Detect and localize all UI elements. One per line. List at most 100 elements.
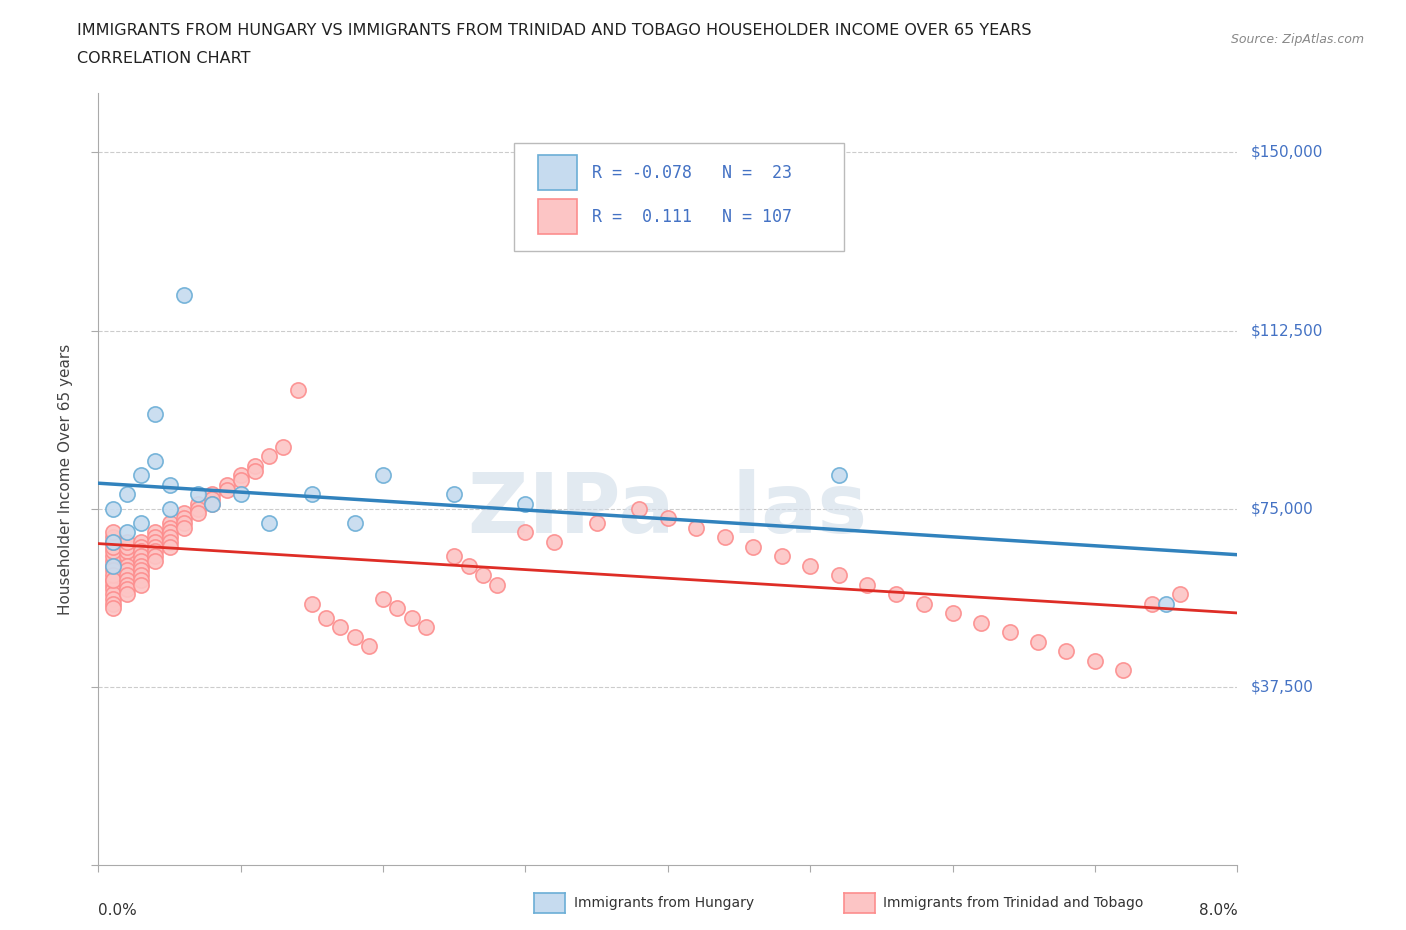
Point	[799, 558, 821, 573]
Point	[486, 578, 509, 592]
Point	[101, 587, 124, 602]
Point	[129, 515, 152, 530]
Point	[685, 520, 707, 535]
FancyBboxPatch shape	[538, 154, 576, 191]
Point	[387, 601, 409, 616]
Point	[1084, 653, 1107, 668]
Point	[415, 620, 437, 635]
Text: R = -0.078   N =  23: R = -0.078 N = 23	[592, 164, 792, 181]
Point	[998, 625, 1021, 640]
Point	[115, 587, 138, 602]
Text: $75,000: $75,000	[1251, 501, 1315, 516]
Point	[115, 549, 138, 564]
FancyBboxPatch shape	[538, 199, 576, 234]
Point	[243, 463, 266, 478]
Point	[115, 563, 138, 578]
Point	[343, 515, 366, 530]
Point	[129, 573, 152, 588]
Text: $37,500: $37,500	[1251, 679, 1315, 695]
Point	[129, 539, 152, 554]
Point	[159, 515, 181, 530]
Point	[101, 578, 124, 592]
Point	[101, 558, 124, 573]
Point	[243, 458, 266, 473]
Point	[101, 601, 124, 616]
Point	[159, 501, 181, 516]
Point	[585, 515, 607, 530]
FancyBboxPatch shape	[515, 143, 845, 251]
Point	[129, 468, 152, 483]
Text: Source: ZipAtlas.com: Source: ZipAtlas.com	[1230, 33, 1364, 46]
Point	[173, 511, 195, 525]
Point	[173, 506, 195, 521]
Point	[515, 497, 537, 512]
Text: R =  0.111   N = 107: R = 0.111 N = 107	[592, 207, 792, 225]
Point	[401, 610, 423, 625]
Point	[115, 578, 138, 592]
Point	[201, 492, 224, 507]
Point	[145, 539, 167, 554]
Point	[145, 544, 167, 559]
Point	[115, 573, 138, 588]
Point	[115, 582, 138, 597]
Point	[657, 511, 679, 525]
Point	[101, 501, 124, 516]
Point	[129, 544, 152, 559]
Point	[101, 573, 124, 588]
Point	[942, 605, 965, 620]
Point	[101, 539, 124, 554]
Y-axis label: Householder Income Over 65 years: Householder Income Over 65 years	[59, 343, 73, 615]
Point	[101, 591, 124, 606]
Point	[115, 487, 138, 502]
Text: 0.0%: 0.0%	[98, 903, 138, 918]
Point	[159, 539, 181, 554]
Point	[115, 539, 138, 554]
Point	[101, 535, 124, 550]
Point	[315, 610, 337, 625]
Text: 8.0%: 8.0%	[1198, 903, 1237, 918]
Point	[1140, 596, 1163, 611]
Point	[884, 587, 907, 602]
Point	[173, 515, 195, 530]
Point	[828, 468, 851, 483]
Point	[101, 544, 124, 559]
Point	[115, 544, 138, 559]
Point	[145, 454, 167, 469]
Point	[145, 530, 167, 545]
Point	[129, 549, 152, 564]
Point	[187, 497, 209, 512]
Point	[329, 620, 352, 635]
Point	[115, 558, 138, 573]
Point	[173, 287, 195, 302]
Point	[129, 578, 152, 592]
Point	[187, 487, 209, 502]
Point	[471, 567, 494, 582]
Point	[742, 539, 765, 554]
Point	[145, 525, 167, 539]
Point	[856, 578, 879, 592]
Text: ZIPa  las: ZIPa las	[468, 470, 868, 551]
Point	[145, 406, 167, 421]
Point	[101, 535, 124, 550]
Point	[1026, 634, 1049, 649]
Point	[159, 525, 181, 539]
Point	[129, 558, 152, 573]
Point	[443, 549, 465, 564]
Point	[215, 477, 238, 492]
Point	[457, 558, 479, 573]
Text: IMMIGRANTS FROM HUNGARY VS IMMIGRANTS FROM TRINIDAD AND TOBAGO HOUSEHOLDER INCOM: IMMIGRANTS FROM HUNGARY VS IMMIGRANTS FR…	[77, 23, 1032, 38]
Point	[1056, 644, 1078, 658]
Point	[187, 501, 209, 516]
Point	[159, 477, 181, 492]
Text: Immigrants from Hungary: Immigrants from Hungary	[574, 896, 754, 910]
Point	[714, 530, 737, 545]
Point	[145, 535, 167, 550]
Point	[101, 582, 124, 597]
Point	[101, 525, 124, 539]
Point	[628, 501, 651, 516]
Point	[229, 472, 252, 487]
Point	[129, 563, 152, 578]
Point	[115, 567, 138, 582]
Point	[115, 525, 138, 539]
Point	[101, 573, 124, 588]
